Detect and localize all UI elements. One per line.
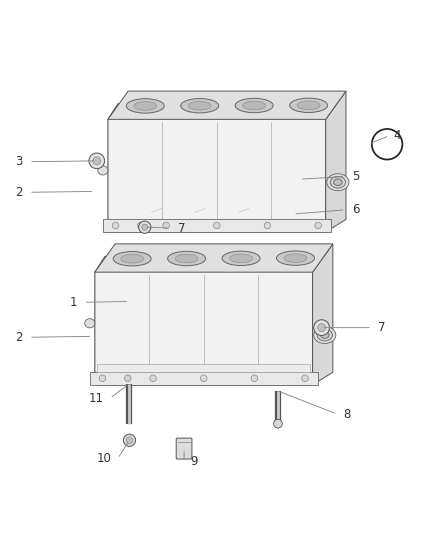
- Ellipse shape: [330, 176, 346, 188]
- Circle shape: [138, 222, 144, 229]
- Circle shape: [112, 222, 119, 229]
- Text: 7: 7: [177, 222, 185, 235]
- Text: 5: 5: [352, 170, 360, 183]
- Ellipse shape: [297, 101, 320, 110]
- Circle shape: [89, 153, 105, 169]
- Circle shape: [201, 375, 207, 382]
- Polygon shape: [108, 91, 346, 119]
- Ellipse shape: [222, 251, 260, 265]
- Circle shape: [124, 375, 131, 382]
- Polygon shape: [95, 244, 333, 272]
- Circle shape: [314, 320, 329, 335]
- Ellipse shape: [327, 174, 349, 191]
- Ellipse shape: [235, 98, 273, 112]
- Polygon shape: [326, 91, 346, 232]
- Circle shape: [139, 221, 151, 233]
- Text: 3: 3: [15, 155, 22, 168]
- Ellipse shape: [314, 327, 336, 344]
- Circle shape: [126, 437, 133, 443]
- Circle shape: [274, 419, 283, 428]
- Text: 8: 8: [343, 408, 351, 421]
- Ellipse shape: [334, 179, 342, 185]
- Polygon shape: [108, 103, 336, 232]
- Polygon shape: [97, 364, 310, 372]
- Ellipse shape: [243, 101, 265, 110]
- Circle shape: [163, 222, 170, 229]
- Circle shape: [93, 157, 101, 165]
- FancyBboxPatch shape: [176, 438, 192, 459]
- Text: 2: 2: [15, 331, 22, 344]
- Circle shape: [251, 375, 258, 382]
- Text: 2: 2: [15, 186, 22, 199]
- Circle shape: [150, 375, 156, 382]
- Ellipse shape: [290, 98, 328, 112]
- Ellipse shape: [181, 99, 219, 113]
- Text: 1: 1: [70, 296, 77, 309]
- Ellipse shape: [276, 251, 314, 265]
- Ellipse shape: [175, 254, 198, 263]
- Circle shape: [302, 375, 308, 382]
- Ellipse shape: [168, 252, 205, 266]
- Ellipse shape: [113, 252, 151, 266]
- Ellipse shape: [230, 254, 252, 263]
- Text: 7: 7: [378, 321, 386, 334]
- Text: 4: 4: [394, 129, 401, 142]
- Ellipse shape: [134, 102, 157, 110]
- Polygon shape: [95, 256, 323, 385]
- Ellipse shape: [284, 254, 307, 262]
- Circle shape: [214, 222, 220, 229]
- Text: 10: 10: [96, 452, 111, 465]
- Circle shape: [142, 224, 148, 230]
- Polygon shape: [103, 219, 331, 232]
- Ellipse shape: [85, 319, 95, 328]
- Ellipse shape: [98, 166, 108, 175]
- Text: 9: 9: [191, 455, 198, 468]
- Circle shape: [318, 324, 325, 332]
- Circle shape: [124, 434, 136, 446]
- Circle shape: [99, 375, 106, 382]
- Ellipse shape: [121, 254, 144, 263]
- Ellipse shape: [321, 332, 329, 338]
- Circle shape: [315, 222, 321, 229]
- Ellipse shape: [188, 101, 211, 110]
- Polygon shape: [313, 244, 333, 385]
- Text: 6: 6: [352, 203, 360, 216]
- Text: 11: 11: [88, 392, 103, 405]
- Ellipse shape: [126, 99, 164, 113]
- Ellipse shape: [317, 329, 332, 341]
- Polygon shape: [90, 372, 318, 385]
- Circle shape: [264, 222, 271, 229]
